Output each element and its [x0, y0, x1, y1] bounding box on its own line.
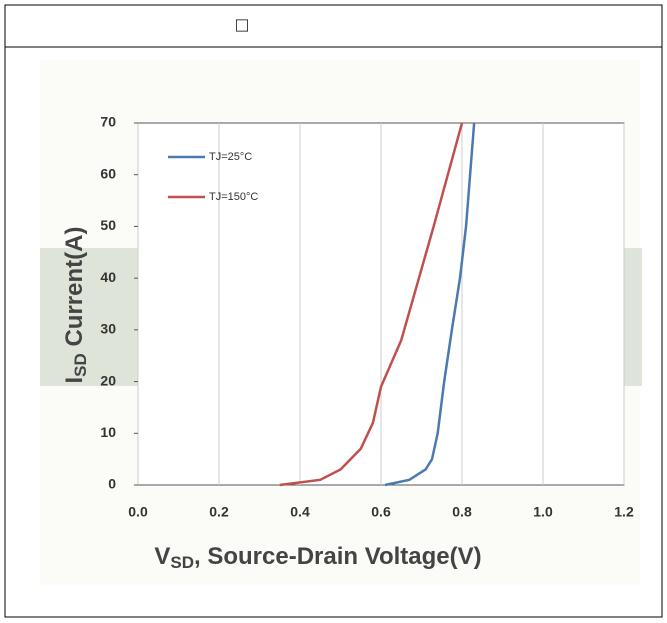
- y-tick-label: 60: [100, 165, 116, 181]
- y-axis-label: ISD Current(A): [61, 227, 90, 384]
- x-tick-label: 1.2: [614, 504, 634, 520]
- y-tick-label: 10: [100, 424, 116, 440]
- legend-label: TJ=150°C: [209, 191, 258, 203]
- y-tick-label: 20: [100, 372, 116, 388]
- y-label-sub: SD: [71, 353, 90, 377]
- y-tick-label: 70: [100, 114, 116, 130]
- x-tick-label: 0.4: [290, 504, 310, 520]
- series-line: [384, 122, 476, 487]
- x-tick-label: 0.6: [371, 504, 391, 520]
- y-tick-label: 50: [100, 217, 116, 233]
- x-label-main: V: [154, 543, 170, 570]
- x-tick-label: 0.8: [452, 504, 472, 520]
- y-label-rest: Current(A): [61, 227, 88, 354]
- series-line: [279, 122, 464, 487]
- x-tick-label: 1.0: [533, 504, 553, 520]
- legend-label: TJ=25°C: [209, 151, 252, 163]
- x-axis-label: VSD, Source-Drain Voltage(V): [154, 543, 481, 572]
- x-label-sub: SD: [170, 553, 194, 572]
- header-title: □: [236, 14, 248, 36]
- x-label-rest: , Source-Drain Voltage(V): [194, 543, 482, 570]
- y-label-main: I: [61, 377, 88, 384]
- y-tick-label: 30: [100, 321, 116, 337]
- y-tick-label: 0: [108, 476, 116, 492]
- frame: [4, 4, 663, 618]
- y-tick-label: 40: [100, 269, 116, 285]
- x-tick-label: 0.0: [128, 504, 148, 520]
- x-tick-label: 0.2: [209, 504, 229, 520]
